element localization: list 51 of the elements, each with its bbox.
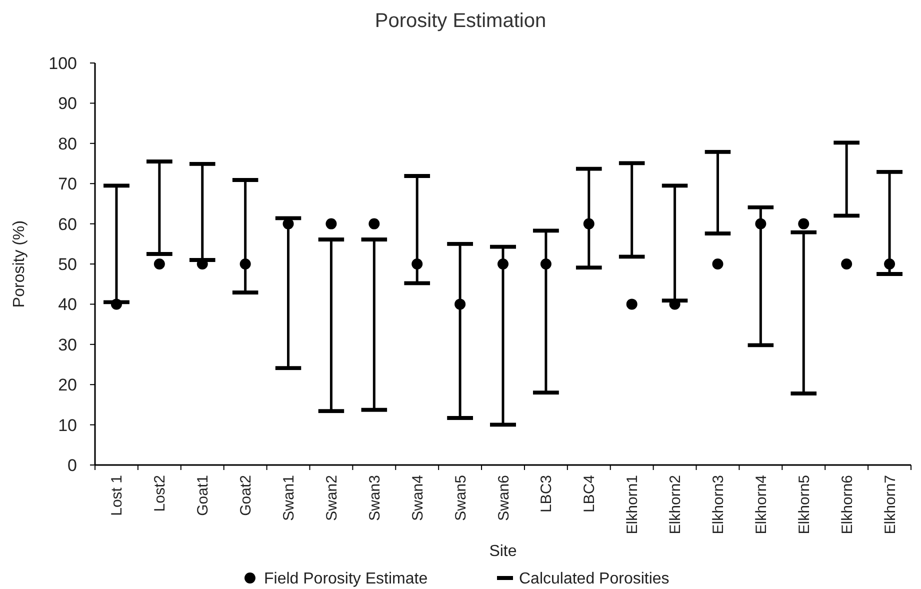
x-axis-title: Site xyxy=(489,543,517,560)
y-tick-label: 50 xyxy=(58,254,77,274)
x-tick-label: Lost2 xyxy=(152,475,169,512)
x-tick-label: Swan1 xyxy=(280,475,298,521)
point xyxy=(798,218,810,230)
point xyxy=(454,298,466,310)
point xyxy=(240,258,251,270)
point xyxy=(841,258,852,270)
x-tick-label: LBC4 xyxy=(581,475,598,513)
x-tick-label: Elkhorn1 xyxy=(624,475,642,534)
x-tick-label: Swan2 xyxy=(323,475,340,521)
y-tick-label: 20 xyxy=(58,376,77,395)
x-tick-label: Elkhorn7 xyxy=(882,475,899,534)
y-tick-label: 30 xyxy=(58,335,77,354)
x-tick-label: Goat1 xyxy=(194,475,212,516)
x-tick-label: Elkhorn5 xyxy=(796,475,813,534)
point xyxy=(755,218,766,230)
y-tick-label: 100 xyxy=(48,54,77,73)
x-tick-label: Swan4 xyxy=(409,475,426,521)
x-tick-label: Elkhorn2 xyxy=(667,475,684,534)
point xyxy=(626,298,638,310)
legend-label: Calculated Porosities xyxy=(519,570,670,588)
x-tick-label: Elkhorn6 xyxy=(838,475,856,534)
point xyxy=(368,218,380,230)
point xyxy=(154,258,165,270)
y-tick-label: 10 xyxy=(58,416,77,435)
x-tick-label: Swan3 xyxy=(366,475,384,521)
point xyxy=(326,218,337,230)
x-tick-label: Swan5 xyxy=(452,475,470,521)
point xyxy=(712,258,724,270)
point xyxy=(110,298,122,310)
x-tick-label: Goat2 xyxy=(238,475,255,516)
point xyxy=(583,218,594,230)
y-tick-label: 90 xyxy=(58,94,77,114)
y-tick-label: 70 xyxy=(58,174,77,194)
point xyxy=(884,258,896,270)
point xyxy=(412,258,423,270)
y-tick-label: 60 xyxy=(58,214,77,234)
point xyxy=(498,258,508,270)
x-tick-label: Lost 1 xyxy=(108,475,126,516)
x-tick-label: Elkhorn4 xyxy=(752,475,770,534)
point xyxy=(540,258,552,270)
y-tick-label: 40 xyxy=(58,295,77,314)
y-tick-label: 80 xyxy=(58,134,77,154)
y-tick-label: 0 xyxy=(68,456,77,475)
chart-title: Porosity Estimation xyxy=(374,10,546,32)
legend-label: Field Porosity Estimate xyxy=(264,570,428,588)
x-tick-label: Elkhorn3 xyxy=(710,475,727,534)
x-tick-label: Swan6 xyxy=(495,475,512,521)
x-tick-label: LBC3 xyxy=(538,475,556,513)
y-axis-title: Porosity (%) xyxy=(11,220,28,308)
